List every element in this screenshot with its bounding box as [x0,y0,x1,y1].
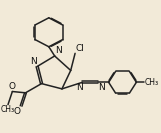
Text: CH₃: CH₃ [145,78,159,87]
Text: N: N [30,57,36,66]
Text: CH₃: CH₃ [1,105,15,114]
Text: N: N [76,83,82,92]
Text: Cl: Cl [76,44,85,53]
Text: O: O [9,82,16,91]
Text: N: N [55,46,62,55]
Text: O: O [13,107,20,116]
Text: N: N [98,83,105,92]
